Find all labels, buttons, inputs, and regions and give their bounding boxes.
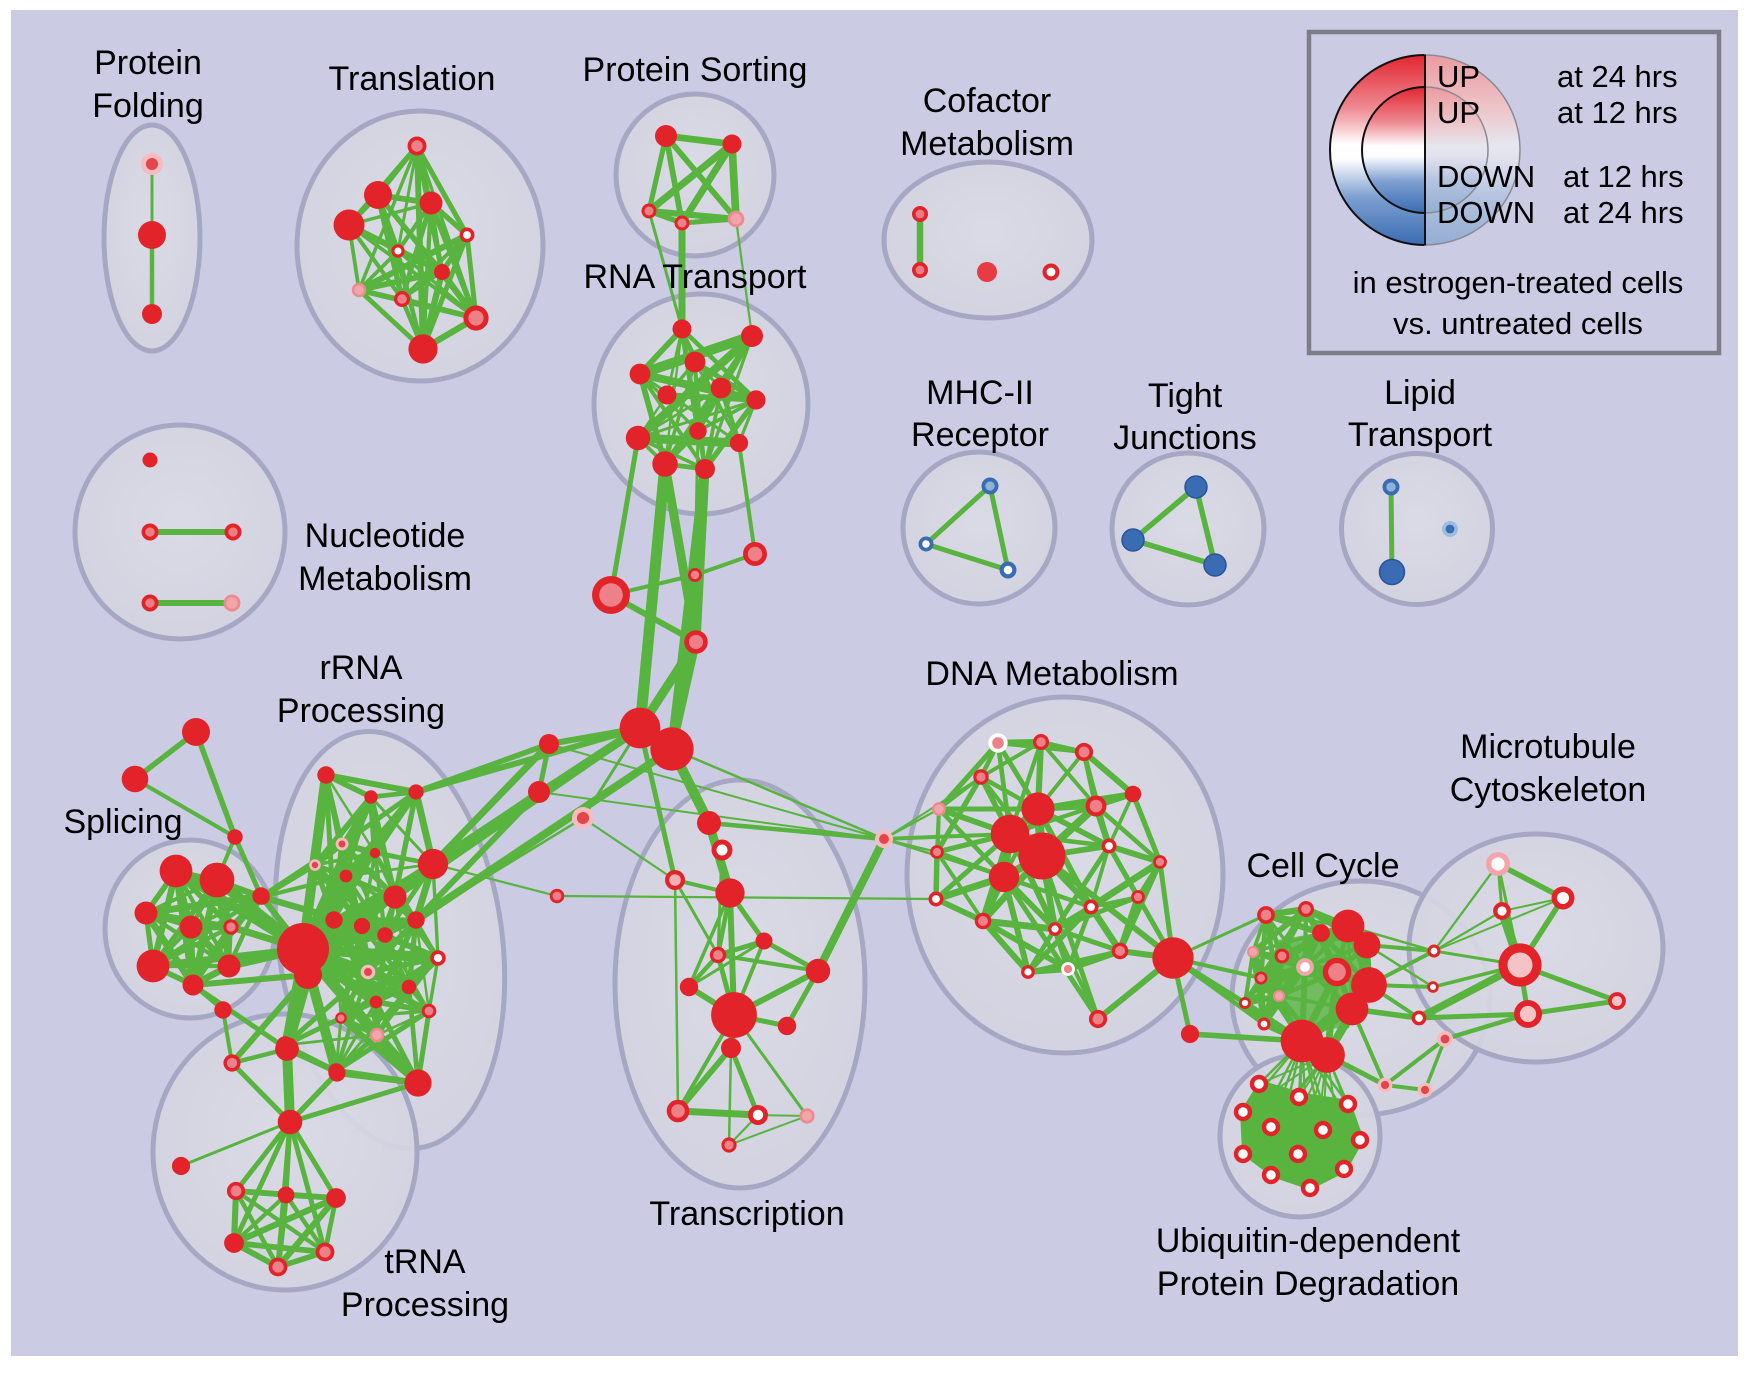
svg-text:Protein Sorting: Protein Sorting xyxy=(583,51,808,89)
svg-text:Transport: Transport xyxy=(1348,416,1493,454)
svg-text:Cofactor: Cofactor xyxy=(923,82,1052,120)
svg-text:Junctions: Junctions xyxy=(1113,419,1257,457)
svg-text:Transcription: Transcription xyxy=(649,1195,844,1233)
svg-text:tRNA: tRNA xyxy=(384,1243,466,1281)
svg-text:Tight: Tight xyxy=(1148,377,1223,415)
svg-text:UP: UP xyxy=(1437,59,1480,94)
svg-text:Metabolism: Metabolism xyxy=(900,125,1074,163)
svg-text:at 24 hrs: at 24 hrs xyxy=(1557,59,1678,94)
svg-text:in estrogen-treated cells: in estrogen-treated cells xyxy=(1353,265,1684,300)
svg-text:Cytoskeleton: Cytoskeleton xyxy=(1450,771,1647,809)
svg-text:Translation: Translation xyxy=(329,60,496,98)
svg-text:Cell Cycle: Cell Cycle xyxy=(1246,847,1399,885)
svg-text:at 12 hrs: at 12 hrs xyxy=(1563,159,1684,194)
svg-text:Protein: Protein xyxy=(94,44,202,82)
svg-text:at 12 hrs: at 12 hrs xyxy=(1557,95,1678,130)
svg-text:Processing: Processing xyxy=(341,1286,509,1324)
svg-text:rRNA: rRNA xyxy=(319,649,402,687)
svg-text:Folding: Folding xyxy=(92,87,204,125)
svg-text:vs. untreated cells: vs. untreated cells xyxy=(1393,306,1643,341)
svg-text:Ubiquitin-dependent: Ubiquitin-dependent xyxy=(1156,1222,1461,1260)
svg-text:Receptor: Receptor xyxy=(911,416,1049,454)
svg-text:Metabolism: Metabolism xyxy=(298,560,472,598)
svg-text:Lipid: Lipid xyxy=(1384,374,1456,412)
svg-text:MHC-II: MHC-II xyxy=(926,374,1034,412)
svg-text:UP: UP xyxy=(1437,95,1480,130)
svg-text:DOWN: DOWN xyxy=(1437,159,1535,194)
svg-text:Splicing: Splicing xyxy=(63,803,182,841)
svg-text:DNA Metabolism: DNA Metabolism xyxy=(925,655,1178,693)
svg-text:Processing: Processing xyxy=(277,692,445,730)
svg-text:DOWN: DOWN xyxy=(1437,195,1535,230)
svg-text:Nucleotide: Nucleotide xyxy=(305,517,466,555)
svg-text:at 24 hrs: at 24 hrs xyxy=(1563,195,1684,230)
svg-text:RNA Transport: RNA Transport xyxy=(584,258,808,296)
svg-text:Protein Degradation: Protein Degradation xyxy=(1157,1265,1459,1303)
svg-text:Microtubule: Microtubule xyxy=(1460,728,1636,766)
